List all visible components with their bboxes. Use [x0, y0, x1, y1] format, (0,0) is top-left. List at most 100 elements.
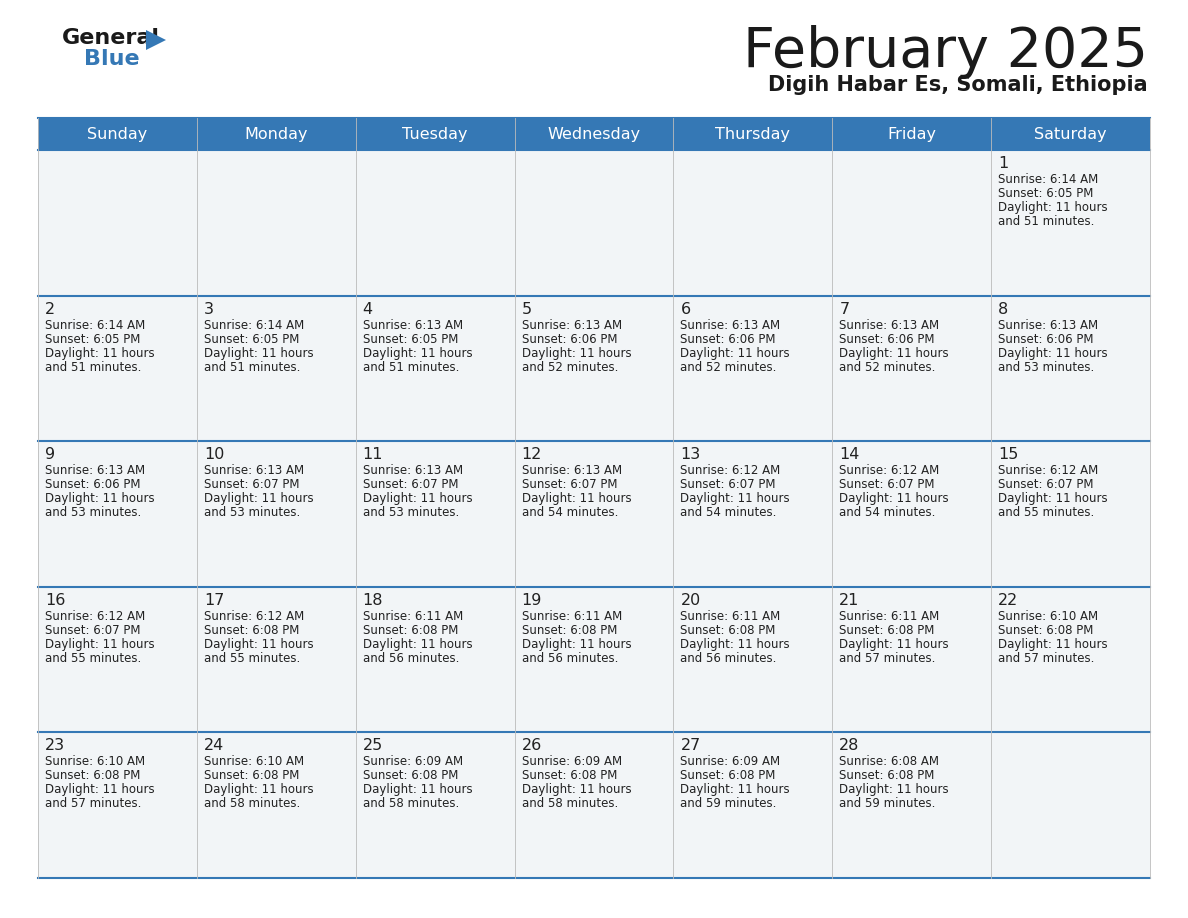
Text: Sunset: 6:07 PM: Sunset: 6:07 PM: [998, 478, 1094, 491]
Text: Sunset: 6:07 PM: Sunset: 6:07 PM: [522, 478, 617, 491]
Text: 17: 17: [204, 593, 225, 608]
Text: Sunrise: 6:09 AM: Sunrise: 6:09 AM: [681, 756, 781, 768]
Text: 5: 5: [522, 302, 532, 317]
Text: Daylight: 11 hours: Daylight: 11 hours: [839, 492, 949, 505]
Text: 26: 26: [522, 738, 542, 754]
Text: Sunrise: 6:11 AM: Sunrise: 6:11 AM: [362, 610, 463, 622]
Text: and 57 minutes.: and 57 minutes.: [839, 652, 936, 665]
Text: Sunset: 6:07 PM: Sunset: 6:07 PM: [681, 478, 776, 491]
Text: 13: 13: [681, 447, 701, 462]
Text: Daylight: 11 hours: Daylight: 11 hours: [839, 783, 949, 797]
Bar: [514, 733, 674, 878]
Text: Sunset: 6:08 PM: Sunset: 6:08 PM: [681, 624, 776, 637]
Text: Sunset: 6:08 PM: Sunset: 6:08 PM: [362, 624, 459, 637]
Text: and 56 minutes.: and 56 minutes.: [522, 652, 618, 665]
Text: and 53 minutes.: and 53 minutes.: [998, 361, 1094, 374]
Text: Sunset: 6:08 PM: Sunset: 6:08 PM: [681, 769, 776, 782]
Bar: [197, 733, 355, 878]
Text: Blue: Blue: [84, 49, 140, 69]
Text: 7: 7: [839, 302, 849, 317]
Text: Sunset: 6:05 PM: Sunset: 6:05 PM: [362, 332, 459, 345]
Text: Daylight: 11 hours: Daylight: 11 hours: [45, 638, 154, 651]
Bar: [833, 296, 991, 442]
Bar: [197, 150, 355, 296]
Text: Sunrise: 6:13 AM: Sunrise: 6:13 AM: [998, 319, 1098, 331]
Text: Daylight: 11 hours: Daylight: 11 hours: [45, 783, 154, 797]
Bar: [355, 733, 514, 878]
Bar: [197, 587, 355, 733]
Text: Sunrise: 6:09 AM: Sunrise: 6:09 AM: [362, 756, 463, 768]
Text: Daylight: 11 hours: Daylight: 11 hours: [362, 783, 473, 797]
Text: Sunrise: 6:11 AM: Sunrise: 6:11 AM: [522, 610, 621, 622]
Text: and 54 minutes.: and 54 minutes.: [839, 506, 936, 520]
Text: and 51 minutes.: and 51 minutes.: [998, 215, 1094, 228]
Bar: [197, 442, 355, 587]
Bar: [38, 442, 197, 587]
Bar: [38, 587, 197, 733]
Text: Sunset: 6:07 PM: Sunset: 6:07 PM: [362, 478, 459, 491]
Text: Daylight: 11 hours: Daylight: 11 hours: [839, 347, 949, 360]
Bar: [833, 442, 991, 587]
Text: 25: 25: [362, 738, 383, 754]
Text: Wednesday: Wednesday: [548, 127, 640, 141]
Text: Daylight: 11 hours: Daylight: 11 hours: [362, 347, 473, 360]
Text: 9: 9: [45, 447, 55, 462]
Text: Sunset: 6:08 PM: Sunset: 6:08 PM: [204, 624, 299, 637]
Bar: [38, 296, 197, 442]
Text: 28: 28: [839, 738, 860, 754]
Bar: [991, 733, 1150, 878]
Text: Sunset: 6:05 PM: Sunset: 6:05 PM: [204, 332, 299, 345]
Text: and 55 minutes.: and 55 minutes.: [204, 652, 301, 665]
Text: Daylight: 11 hours: Daylight: 11 hours: [998, 492, 1107, 505]
Text: Daylight: 11 hours: Daylight: 11 hours: [362, 492, 473, 505]
Text: Sunset: 6:06 PM: Sunset: 6:06 PM: [522, 332, 617, 345]
Text: Sunset: 6:06 PM: Sunset: 6:06 PM: [839, 332, 935, 345]
Text: Daylight: 11 hours: Daylight: 11 hours: [522, 347, 631, 360]
Text: Sunrise: 6:11 AM: Sunrise: 6:11 AM: [681, 610, 781, 622]
Text: and 53 minutes.: and 53 minutes.: [204, 506, 301, 520]
Bar: [514, 296, 674, 442]
Text: Sunset: 6:08 PM: Sunset: 6:08 PM: [362, 769, 459, 782]
Text: Sunrise: 6:14 AM: Sunrise: 6:14 AM: [204, 319, 304, 331]
Text: General: General: [62, 28, 160, 48]
Text: 6: 6: [681, 302, 690, 317]
Text: and 55 minutes.: and 55 minutes.: [998, 506, 1094, 520]
Bar: [355, 587, 514, 733]
Text: and 56 minutes.: and 56 minutes.: [362, 652, 459, 665]
Text: 21: 21: [839, 593, 860, 608]
Text: and 51 minutes.: and 51 minutes.: [362, 361, 459, 374]
Text: Sunset: 6:08 PM: Sunset: 6:08 PM: [522, 624, 617, 637]
Text: Daylight: 11 hours: Daylight: 11 hours: [681, 492, 790, 505]
Text: 2: 2: [45, 302, 55, 317]
Bar: [991, 442, 1150, 587]
Bar: [197, 296, 355, 442]
Text: Sunrise: 6:10 AM: Sunrise: 6:10 AM: [998, 610, 1098, 622]
Text: Sunset: 6:08 PM: Sunset: 6:08 PM: [998, 624, 1093, 637]
Text: Sunrise: 6:08 AM: Sunrise: 6:08 AM: [839, 756, 940, 768]
Text: Daylight: 11 hours: Daylight: 11 hours: [522, 783, 631, 797]
Text: and 54 minutes.: and 54 minutes.: [681, 506, 777, 520]
Text: Sunset: 6:06 PM: Sunset: 6:06 PM: [45, 478, 140, 491]
Text: Daylight: 11 hours: Daylight: 11 hours: [681, 783, 790, 797]
Text: and 52 minutes.: and 52 minutes.: [681, 361, 777, 374]
Bar: [674, 587, 833, 733]
Bar: [991, 150, 1150, 296]
Text: Sunset: 6:07 PM: Sunset: 6:07 PM: [45, 624, 140, 637]
Text: and 56 minutes.: and 56 minutes.: [681, 652, 777, 665]
Text: Sunset: 6:08 PM: Sunset: 6:08 PM: [204, 769, 299, 782]
Text: and 58 minutes.: and 58 minutes.: [522, 798, 618, 811]
Text: Sunrise: 6:13 AM: Sunrise: 6:13 AM: [204, 465, 304, 477]
Text: Daylight: 11 hours: Daylight: 11 hours: [998, 347, 1107, 360]
Text: 23: 23: [45, 738, 65, 754]
Text: 27: 27: [681, 738, 701, 754]
Bar: [991, 296, 1150, 442]
Bar: [38, 733, 197, 878]
Bar: [833, 150, 991, 296]
Text: 19: 19: [522, 593, 542, 608]
Text: 12: 12: [522, 447, 542, 462]
Text: and 51 minutes.: and 51 minutes.: [204, 361, 301, 374]
Text: 22: 22: [998, 593, 1018, 608]
Bar: [355, 442, 514, 587]
Text: Sunrise: 6:12 AM: Sunrise: 6:12 AM: [45, 610, 145, 622]
Text: and 58 minutes.: and 58 minutes.: [204, 798, 301, 811]
